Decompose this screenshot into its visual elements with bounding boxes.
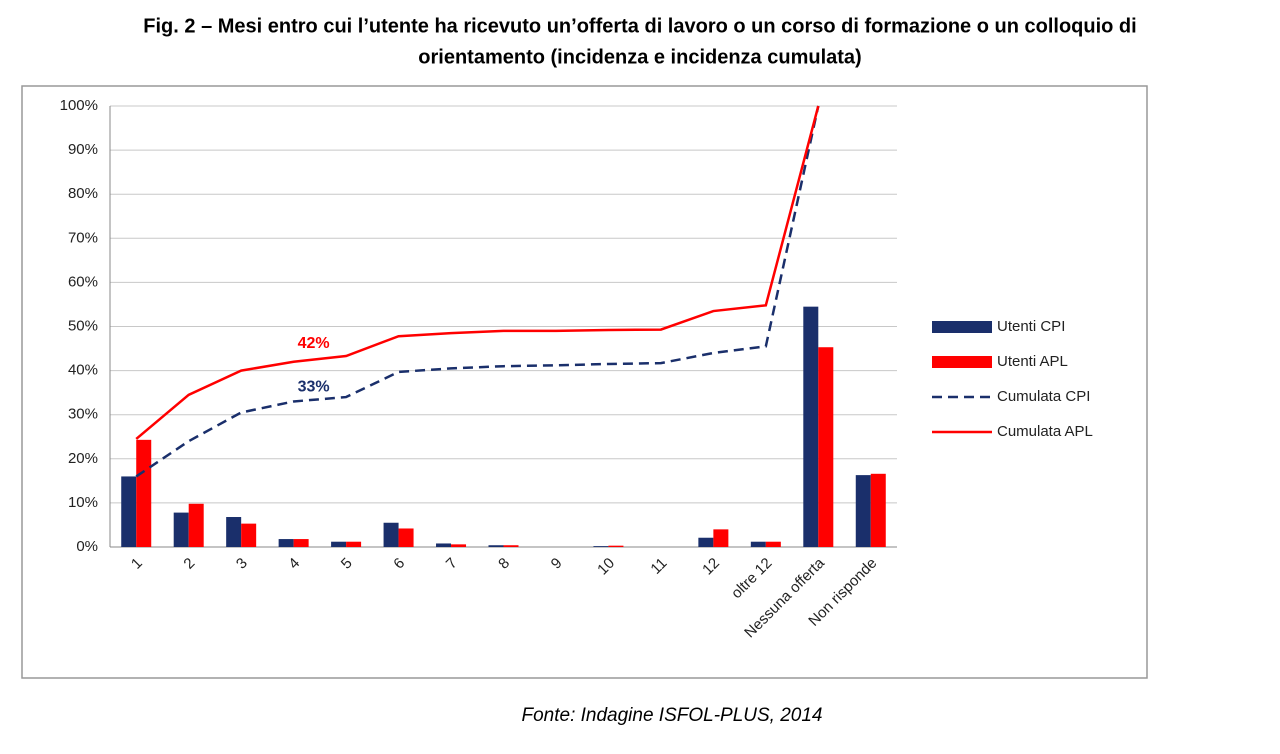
bar <box>398 528 414 547</box>
x-tick-label: 11 <box>647 555 670 578</box>
y-tick-label: 20% <box>68 450 98 467</box>
line <box>135 105 820 478</box>
x-tick-label: 1 <box>128 555 146 573</box>
bar <box>765 541 781 547</box>
x-tick-label: 3 <box>233 555 251 573</box>
bar <box>121 476 137 547</box>
y-tick-label: 90% <box>68 141 98 158</box>
bar <box>188 503 204 547</box>
y-tick-label: 10% <box>68 494 98 511</box>
bar <box>713 529 729 547</box>
chart-frame <box>21 85 1148 679</box>
x-tick-label: 5 <box>338 555 356 573</box>
y-tick-label: 70% <box>68 229 98 246</box>
bar <box>331 541 347 547</box>
bar <box>698 537 714 547</box>
y-tick-label: 0% <box>76 538 98 555</box>
chart-subtitle: orientamento (incidenza e incidenza cumu… <box>418 46 861 68</box>
x-tick-label: 9 <box>548 555 566 573</box>
x-tick-label: 12 <box>699 555 723 579</box>
bar <box>818 347 834 547</box>
legend-label: Utenti APL <box>997 353 1068 370</box>
bar <box>241 523 257 547</box>
bar <box>803 306 819 547</box>
y-tick-label: 80% <box>68 185 98 202</box>
source: Fonte: Indagine ISFOL-PLUS, 2014 <box>521 705 822 726</box>
bar <box>278 539 294 547</box>
bar <box>593 546 609 547</box>
bar <box>136 439 152 547</box>
x-tick-label: 2 <box>180 555 198 573</box>
x-tick-label: 8 <box>495 555 513 573</box>
annotation: 33% <box>298 379 330 396</box>
bar <box>226 517 242 547</box>
annotation: 42% <box>298 335 330 352</box>
bar <box>870 473 886 547</box>
bar <box>451 544 467 547</box>
line <box>135 105 820 440</box>
legend-label: Cumulata APL <box>997 423 1093 440</box>
x-tick-label: 7 <box>443 555 461 573</box>
x-tick-label: 6 <box>390 555 408 573</box>
legend-label: Cumulata CPI <box>997 388 1090 405</box>
bar <box>436 543 452 547</box>
legend-swatch <box>932 321 992 333</box>
x-tick-label: 4 <box>285 555 303 573</box>
bar <box>173 512 189 547</box>
y-tick-label: 40% <box>68 362 98 379</box>
legend-label: Utenti CPI <box>997 318 1065 335</box>
legend-swatch <box>932 356 992 368</box>
x-tick-label: 10 <box>594 555 618 579</box>
y-tick-label: 50% <box>68 317 98 334</box>
y-tick-label: 60% <box>68 273 98 290</box>
y-tick-label: 100% <box>60 97 98 114</box>
bar <box>750 541 766 547</box>
bar <box>383 522 399 547</box>
bar <box>608 545 624 547</box>
x-tick-label: oltre 12 <box>728 555 775 602</box>
bar <box>346 541 362 547</box>
bar <box>855 475 871 547</box>
y-tick-label: 30% <box>68 406 98 423</box>
bar <box>503 545 519 547</box>
chart-title: Fig. 2 – Mesi entro cui l’utente ha rice… <box>143 15 1136 37</box>
bar <box>488 545 504 547</box>
bar <box>293 539 309 547</box>
